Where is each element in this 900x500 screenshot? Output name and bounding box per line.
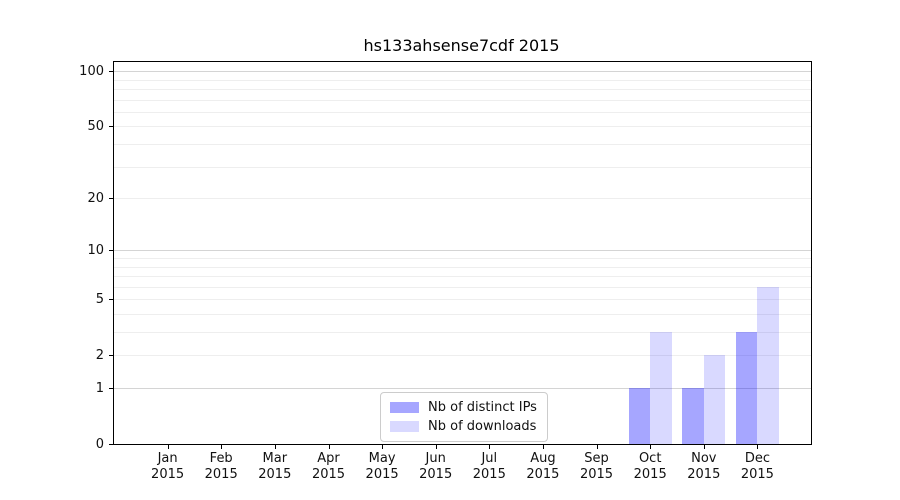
legend-swatch-distinct-ips <box>390 402 419 413</box>
legend-row-distinct-ips: Nb of distinct IPs <box>390 400 537 415</box>
chart-title: hs133ahsense7cdf 2015 <box>363 36 560 55</box>
gridline-minor <box>114 257 811 259</box>
y-tick-label: 20 <box>87 190 104 206</box>
y-tick-label: 0 <box>95 436 104 452</box>
gridline-major <box>114 71 811 73</box>
y-tick-mark <box>109 198 113 199</box>
y-tick-mark <box>109 126 113 128</box>
y-tick-mark <box>109 388 113 389</box>
x-tick-label: Jul 2015 <box>472 451 506 482</box>
legend-swatch-downloads <box>390 421 419 432</box>
y-tick-label: 10 <box>87 242 104 258</box>
x-tick-label: Oct 2015 <box>633 451 667 482</box>
y-tick-mark <box>109 355 113 357</box>
x-tick-mark <box>542 445 544 449</box>
y-tick-label: 50 <box>87 118 104 134</box>
gridline-minor <box>114 143 811 145</box>
x-tick-mark <box>274 445 276 449</box>
x-tick-label: Mar 2015 <box>258 451 292 482</box>
x-tick-label: Nov 2015 <box>687 451 721 482</box>
gridline-minor <box>114 332 811 333</box>
x-tick-mark <box>221 445 223 449</box>
legend-label-downloads: Nb of downloads <box>428 419 537 434</box>
gridline-minor <box>114 286 811 288</box>
bar-distinct-ips <box>736 332 758 444</box>
x-tick-mark <box>167 445 169 449</box>
gridline-minor <box>114 266 811 268</box>
gridline-major <box>114 250 811 252</box>
gridline-minor <box>114 276 811 277</box>
y-tick-mark <box>109 299 113 301</box>
plot-area: Nb of distinct IPs Nb of downloads 0 1 2 5 1… <box>79 61 812 482</box>
gridline-minor <box>114 111 811 113</box>
gridline-minor <box>114 355 811 357</box>
legend: Nb of distinct IPs Nb of downloads <box>380 392 548 442</box>
y-tick-mark <box>109 71 113 73</box>
x-tick-mark <box>435 445 437 449</box>
x-tick-mark <box>757 445 759 449</box>
legend-label-distinct-ips: Nb of distinct IPs <box>428 400 537 415</box>
y-tick-label: 1 <box>95 380 104 396</box>
bar-downloads <box>757 286 779 444</box>
x-tick-label: May 2015 <box>365 451 399 482</box>
x-tick-label: Apr 2015 <box>311 451 346 482</box>
x-tick-mark <box>703 445 705 449</box>
x-tick-label: Jun 2015 <box>419 451 453 482</box>
x-tick-label: Aug 2015 <box>526 451 560 482</box>
x-tick-label: Sep 2015 <box>579 451 614 482</box>
gridline-minor <box>114 166 811 168</box>
x-tick-mark <box>489 445 491 449</box>
x-tick-label: Dec 2015 <box>740 451 774 482</box>
legend-row-downloads: Nb of downloads <box>390 419 537 434</box>
x-tick-mark <box>382 445 384 449</box>
x-tick-label: Jan 2015 <box>151 451 185 482</box>
gridline-minor <box>114 126 811 128</box>
gridline-minor <box>114 88 811 90</box>
gridline-major <box>114 388 811 389</box>
gridline-minor <box>114 313 811 315</box>
gridline-minor <box>114 299 811 301</box>
x-tick-mark <box>650 445 652 449</box>
y-tick-mark <box>109 444 113 445</box>
y-tick-mark <box>109 250 113 252</box>
x-tick-label: Feb 2015 <box>204 451 238 482</box>
gridline-minor <box>114 79 811 81</box>
gridline-minor <box>114 99 811 101</box>
gridline-minor <box>114 198 811 199</box>
x-tick-mark <box>328 445 330 449</box>
bar-distinct-ips <box>628 388 651 444</box>
bar-downloads <box>703 355 726 444</box>
y-tick-label: 2 <box>95 347 104 363</box>
bar-downloads <box>650 332 672 444</box>
y-tick-label: 5 <box>95 291 104 307</box>
y-tick-label: 100 <box>79 63 104 79</box>
bar-distinct-ips <box>682 388 704 444</box>
x-tick-mark <box>596 445 598 449</box>
